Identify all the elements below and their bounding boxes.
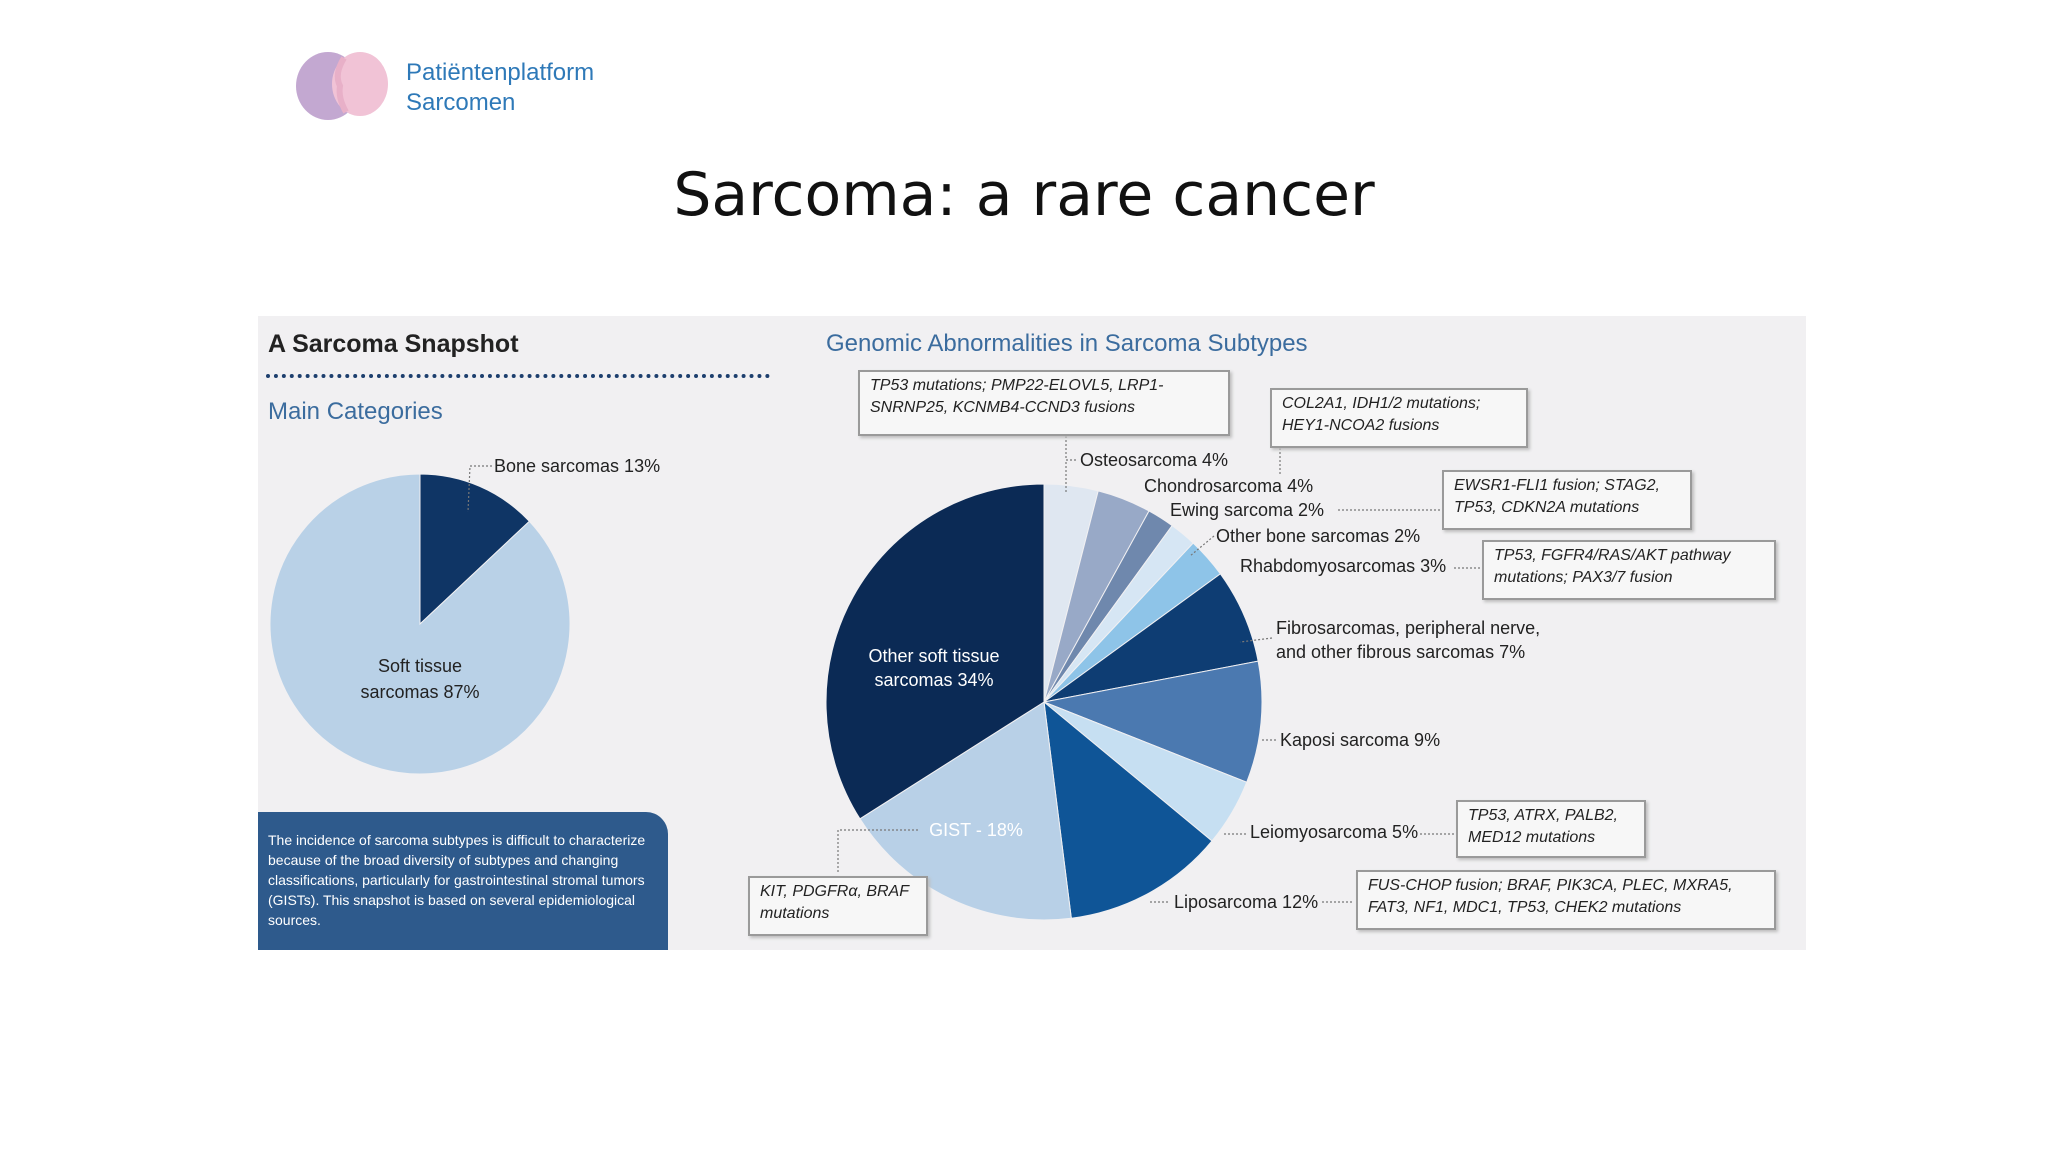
logo-line-2: Sarcomen xyxy=(406,89,516,116)
dotted-divider xyxy=(266,374,770,378)
rhabdomyosarcoma-genomics-box: TP53, FGFR4/RAS/AKT pathway mutations; P… xyxy=(1482,540,1776,600)
liposarcoma-label: Liposarcoma 12% xyxy=(1174,892,1318,912)
leiomyosarcoma-label: Leiomyosarcoma 5% xyxy=(1250,822,1418,842)
logo-text: Patiëntenplatform Sarcomen xyxy=(406,58,594,118)
leader-lines xyxy=(467,436,1480,903)
leader-line xyxy=(1189,535,1215,557)
main-categories-pie xyxy=(269,473,571,775)
chondrosarcoma-genomics-box: COL2A1, IDH1/2 mutations; HEY1-NCOA2 fus… xyxy=(1270,388,1528,448)
subtypes-pie xyxy=(825,483,1263,921)
leader-line xyxy=(1065,459,1076,494)
osteosarcoma-genomics-box: TP53 mutations; PMP22-ELOVL5, LRP1-SNRNP… xyxy=(858,370,1230,436)
infographic: A Sarcoma Snapshot Main Categories Genom… xyxy=(258,316,1806,950)
pie-slice-liposarcoma-12 xyxy=(1043,700,1213,919)
incidence-note-text: The incidence of sarcoma subtypes is dif… xyxy=(268,832,646,928)
genomic-heading: Genomic Abnormalities in Sarcoma Subtype… xyxy=(826,330,1308,357)
liposarcoma-genomics-box: FUS-CHOP fusion; BRAF, PIK3CA, PLEC, MXR… xyxy=(1356,870,1776,930)
main-categories-heading: Main Categories xyxy=(268,398,443,425)
leader-line xyxy=(467,465,492,513)
logo: Patiëntenplatform Sarcomen xyxy=(288,46,628,126)
gist-label: GIST - 18% xyxy=(929,820,1023,840)
pie-labels: Bone sarcomas 13% Soft tissue sarcomas 87%… xyxy=(360,450,1540,912)
osteosarcoma-label: Osteosarcoma 4% xyxy=(1080,450,1228,470)
ewing-sarcoma-label: Ewing sarcoma 2% xyxy=(1170,500,1324,520)
pie-slice-kaposi-sarcoma-9 xyxy=(1042,660,1263,783)
pie-slice-gist-18 xyxy=(859,701,1072,921)
bone-sarcomas-label: Bone sarcomas 13% xyxy=(494,456,660,476)
rhabdomyosarcomas-label: Rhabdomyosarcomas 3% xyxy=(1240,556,1446,576)
pie-charts: Bone sarcomas 13% Soft tissue sarcomas 87%… xyxy=(269,436,1540,921)
logo-line-1: Patiëntenplatform xyxy=(406,59,595,86)
soft-tissue-label: Soft tissue sarcomas 87% xyxy=(360,656,479,702)
fibrosarcomas-label: Fibrosarcomas, peripheral nerve, and othe… xyxy=(1276,618,1540,662)
incidence-note: The incidence of sarcoma subtypes is dif… xyxy=(258,812,668,950)
chondrosarcoma-label: Chondrosarcoma 4% xyxy=(1144,476,1313,496)
gist-genomics-box: KIT, PDGFRα, BRAF mutations xyxy=(748,876,928,936)
ewing-genomics-box: EWSR1-FLI1 fusion; STAG2, TP53, CDKN2A m… xyxy=(1442,470,1692,530)
pie-slice-other-soft-tissue-sarcomas-34 xyxy=(825,483,1045,820)
other-soft-tissue-label: Other soft tissue sarcomas 34% xyxy=(868,646,999,690)
leader-line xyxy=(1239,637,1273,643)
leiomyosarcoma-genomics-box: TP53, ATRX, PALB2, MED12 mutations xyxy=(1456,800,1646,858)
slide-title: Sarcoma: a rare cancer xyxy=(673,160,1375,230)
snapshot-title: A Sarcoma Snapshot xyxy=(268,330,519,358)
pie-slice-bone-sarcomas-13 xyxy=(419,473,531,626)
other-bone-sarcomas-label: Other bone sarcomas 2% xyxy=(1216,526,1420,546)
pie-slice-soft-tissue-sarcomas-87 xyxy=(269,473,571,775)
faces-logo-icon xyxy=(296,52,388,120)
leader-line xyxy=(837,829,918,874)
kaposi-sarcoma-label: Kaposi sarcoma 9% xyxy=(1280,730,1440,750)
